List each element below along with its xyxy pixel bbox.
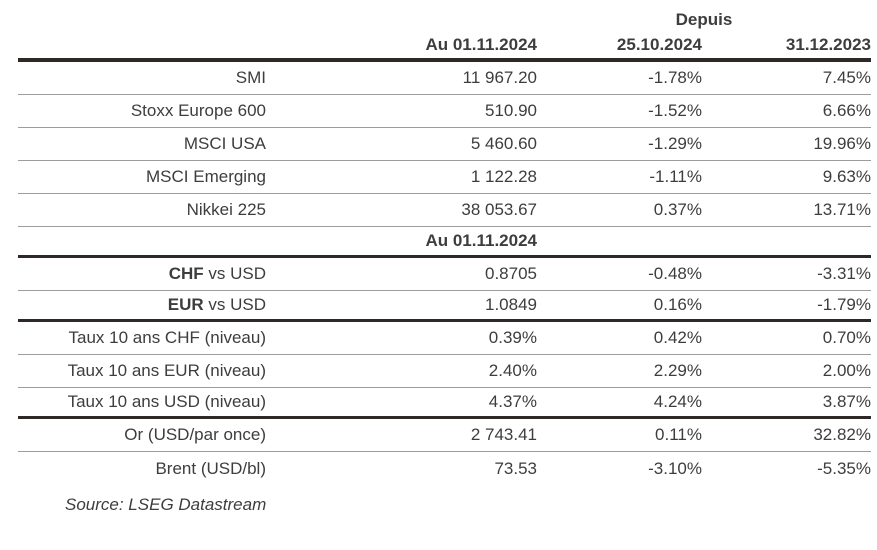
- row-label: Taux 10 ans CHF (niveau): [18, 328, 266, 348]
- row-label: MSCI USA: [18, 134, 266, 154]
- change-since-prev: -3.10%: [648, 458, 702, 478]
- table-row-msci-emerging: MSCI Emerging 1 122.28 -1.11% 9.63%: [18, 161, 871, 194]
- row-label-text: SMI: [235, 68, 266, 87]
- table-row-taux-chf: Taux 10 ans CHF (niveau) 0.39% 0.42% 0.7…: [18, 322, 871, 355]
- column-header-au-date: Au 01.11.2024: [425, 35, 537, 54]
- market-data-table: Depuis Au 01.11.2024 25.10.2024 31.12.20…: [18, 8, 871, 485]
- column-header-row: Au 01.11.2024 25.10.2024 31.12.2023: [18, 32, 871, 62]
- table-row-eur-usd: EUR vs USD 1.0849 0.16% -1.79%: [18, 291, 871, 322]
- level-value: 4.37%: [488, 392, 537, 411]
- table-row-stoxx: Stoxx Europe 600 510.90 -1.52% 6.66%: [18, 95, 871, 128]
- change-since-ytd: 0.70%: [822, 328, 871, 347]
- row-label: Brent (USD/bl): [18, 459, 266, 479]
- mid-section-header-au-date: Au 01.11.2024: [425, 231, 537, 250]
- row-label-text: Taux 10 ans EUR (niveau): [67, 361, 266, 380]
- change-since-prev: 2.29%: [653, 361, 702, 380]
- change-since-ytd: -1.79%: [817, 295, 871, 314]
- change-since-ytd: 9.63%: [822, 167, 871, 186]
- row-label: Nikkei 225: [18, 200, 266, 220]
- row-label-text: Stoxx Europe 600: [130, 101, 266, 120]
- row-label-text: Or (USD/par once): [124, 425, 266, 444]
- table-row-nikkei: Nikkei 225 38 053.67 0.37% 13.71%: [18, 194, 871, 227]
- row-label: Stoxx Europe 600: [18, 101, 266, 121]
- column-header-prev-date: 25.10.2024: [616, 35, 702, 54]
- table-row-or: Or (USD/par once) 2 743.41 0.11% 32.82%: [18, 419, 871, 452]
- change-since-ytd: -3.31%: [817, 264, 871, 283]
- change-since-prev: -1.52%: [648, 101, 702, 120]
- row-label: Taux 10 ans EUR (niveau): [18, 361, 266, 381]
- change-since-prev: -1.11%: [649, 167, 702, 186]
- table-row-msci-usa: MSCI USA 5 460.60 -1.29% 19.96%: [18, 128, 871, 161]
- level-value: 73.53: [494, 458, 537, 478]
- row-label-text: MSCI Emerging: [146, 167, 266, 186]
- level-value: 5 460.60: [470, 134, 537, 153]
- level-value: 1 122.28: [470, 167, 537, 186]
- level-value: 38 053.67: [461, 200, 537, 219]
- change-since-ytd: 19.96%: [813, 134, 871, 153]
- row-label-bold: EUR: [167, 295, 204, 314]
- row-label: SMI: [18, 68, 266, 88]
- row-label-text: MSCI USA: [183, 134, 266, 153]
- change-since-prev: 0.16%: [653, 295, 702, 314]
- row-label-text: Taux 10 ans USD (niveau): [67, 392, 266, 411]
- change-since-prev: 0.11%: [655, 425, 702, 444]
- row-label: Or (USD/par once): [18, 425, 266, 445]
- row-label-text: Taux 10 ans CHF (niveau): [68, 328, 266, 347]
- mid-section-header-row: Au 01.11.2024: [18, 227, 871, 258]
- row-label-text: Nikkei 225: [186, 200, 266, 219]
- source-note: Source: LSEG Datastream: [65, 495, 267, 514]
- level-value: 1.0849: [485, 295, 537, 314]
- row-label: Taux 10 ans USD (niveau): [18, 392, 266, 412]
- row-label: CHF vs USD: [18, 264, 266, 284]
- depuis-column-group-header: Depuis: [675, 10, 733, 29]
- change-since-ytd: 3.87%: [822, 392, 871, 411]
- level-value: 0.8705: [485, 264, 537, 283]
- row-label-bold: CHF: [168, 264, 204, 283]
- change-since-ytd: 6.66%: [822, 101, 871, 120]
- change-since-prev: -0.48%: [648, 264, 702, 283]
- row-label-text: vs USD: [203, 264, 266, 283]
- change-since-ytd: -5.35%: [817, 458, 871, 478]
- change-since-ytd: 7.45%: [822, 68, 871, 87]
- row-label: EUR vs USD: [18, 295, 266, 315]
- change-since-prev: -1.78%: [648, 68, 702, 87]
- table-row-taux-usd: Taux 10 ans USD (niveau) 4.37% 4.24% 3.8…: [18, 388, 871, 419]
- change-since-ytd: 13.71%: [813, 200, 871, 219]
- change-since-prev: 0.37%: [653, 200, 702, 219]
- change-since-ytd: 2.00%: [822, 361, 871, 380]
- change-since-prev: 0.42%: [653, 328, 702, 347]
- table-row-brent: Brent (USD/bl) 73.53 -3.10% -5.35%: [18, 452, 871, 485]
- level-value: 0.39%: [488, 328, 537, 347]
- table-row-taux-eur: Taux 10 ans EUR (niveau) 2.40% 2.29% 2.0…: [18, 355, 871, 388]
- change-since-ytd: 32.82%: [813, 425, 871, 444]
- depuis-header-row: Depuis: [18, 8, 871, 32]
- change-since-prev: 4.24%: [653, 392, 702, 411]
- level-value: 2.40%: [488, 361, 537, 380]
- level-value: 11 967.20: [462, 68, 537, 87]
- change-since-prev: -1.29%: [648, 134, 702, 153]
- row-label-text: vs USD: [203, 295, 266, 314]
- table-row-chf-usd: CHF vs USD 0.8705 -0.48% -3.31%: [18, 258, 871, 291]
- row-label: MSCI Emerging: [18, 167, 266, 187]
- level-value: 2 743.41: [470, 425, 537, 444]
- row-label-text: Brent (USD/bl): [155, 458, 266, 478]
- table-row-smi: SMI 11 967.20 -1.78% 7.45%: [18, 62, 871, 95]
- level-value: 510.90: [485, 101, 537, 120]
- column-header-ytd-date: 31.12.2023: [785, 35, 871, 54]
